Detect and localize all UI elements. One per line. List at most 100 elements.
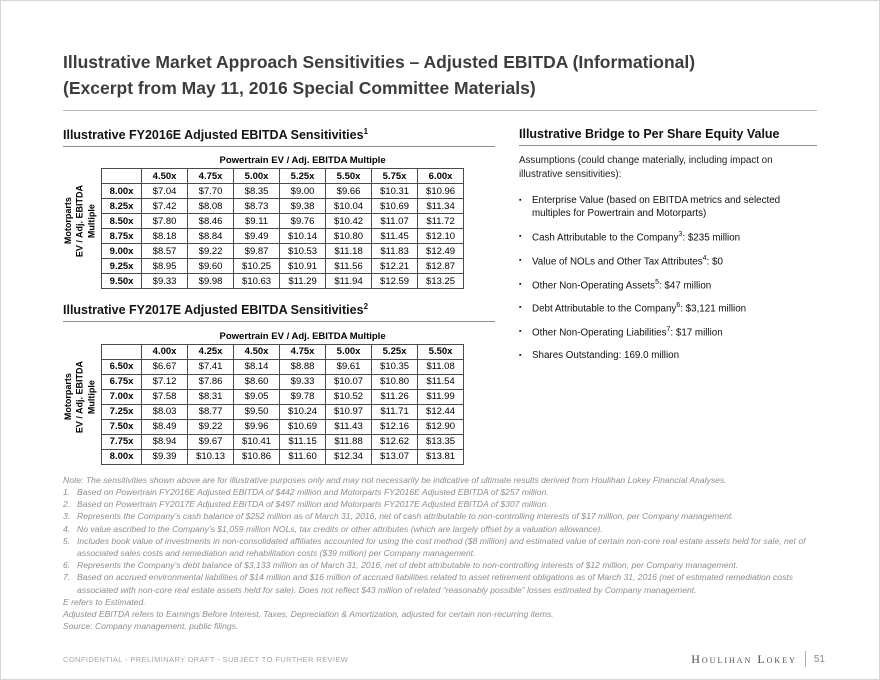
section-title-text: Illustrative FY2017E Adjusted EBITDA Sen… xyxy=(63,303,364,318)
row-header: 7.75x xyxy=(101,433,143,450)
table-row: 6.50x $6.67 $7.41 $8.14 $8.88 $9.61 $10.35 $11.… xyxy=(101,358,465,375)
content-columns: Illustrative FY2016E Adjusted EBITDA Sen… xyxy=(63,127,817,465)
footnote-ref-2: 2 xyxy=(363,302,369,312)
value-cell: $8.18 xyxy=(141,228,189,245)
footnote-text: Represents the Company’s cash balance of… xyxy=(77,511,734,522)
value-cell: $11.72 xyxy=(417,213,465,230)
value-cell: $10.86 xyxy=(233,448,281,465)
value-cell: $11.83 xyxy=(371,243,419,260)
title-divider xyxy=(63,109,817,111)
bullet-text: Value of NOLs and Other Tax Attributes4:… xyxy=(532,254,723,267)
fy2016e-table-wrap: Motorparts EV / Adj. EBITDA Multiple Pow… xyxy=(63,153,495,290)
value-cell: $8.08 xyxy=(187,198,235,215)
footnote-text: Represents the Company’s debt balance of… xyxy=(77,560,738,571)
value-cell: $12.10 xyxy=(417,228,465,245)
footnote: 1. Based on Powertrain FY2016E Adjusted E… xyxy=(63,486,817,498)
table-row: 7.50x $8.49 $9.22 $9.96 $10.69 $11.43 $12.16 $1… xyxy=(101,418,465,435)
value-cell: $7.86 xyxy=(187,373,235,390)
bullet-square-icon: ▪ xyxy=(519,256,522,264)
value-cell: $12.62 xyxy=(371,433,419,450)
bridge-intro: Assumptions (could change materially, in… xyxy=(519,154,773,180)
table-row: 7.25x $8.03 $8.77 $9.50 $10.24 $10.97 $11.71 $1… xyxy=(101,403,465,420)
footnote-text: Source: Company management, public filin… xyxy=(63,621,239,632)
table-row: 8.25x $7.42 $8.08 $8.73 $9.38 $10.04 $10.69 $11… xyxy=(101,198,465,215)
bullet-item: ▪ Debt Attributable to the Company6: $3,1… xyxy=(519,301,817,316)
bullet-square-icon: ▪ xyxy=(519,328,522,336)
column-header: 4.50x xyxy=(141,168,189,185)
value-cell: $10.42 xyxy=(325,213,373,230)
column-header: 6.00x xyxy=(417,168,465,185)
value-cell: $11.34 xyxy=(417,198,465,215)
value-cell: $9.96 xyxy=(233,418,281,435)
row-axis-label-fy2016e: Motorparts EV / Adj. EBITDA Multiple xyxy=(63,185,97,258)
bullet-item: ▪ Other Non-Operating Liabilities7: $17 m… xyxy=(519,325,817,340)
footnote-ref: 3 xyxy=(678,230,683,238)
footnote-text: Note: The sensitivities shown above are … xyxy=(63,474,727,485)
footnote: 2. Based on Powertrain FY2017E Adjusted E… xyxy=(63,498,817,510)
column-header-row: 4.00x 4.25x 4.50x 4.75x 5.00x 5.25x 5.50x xyxy=(101,343,465,360)
bullet-item: ▪ Shares Outstanding: 169.0 million xyxy=(519,349,817,363)
value-cell: $10.25 xyxy=(233,258,281,275)
column-header: 5.25x xyxy=(371,343,419,360)
corner-spacer xyxy=(102,154,142,169)
fy2017e-table-wrap: Motorparts EV / Adj. EBITDA Multiple Pow… xyxy=(63,329,495,465)
value-cell: $8.77 xyxy=(187,403,235,420)
column-axis-label: Powertrain EV / Adj. EBITDA Multiple xyxy=(141,329,464,345)
value-cell: $10.24 xyxy=(279,403,327,420)
value-cell: $9.60 xyxy=(187,258,235,275)
footnote-text: Based on Powertrain FY2017E Adjusted EBI… xyxy=(77,499,549,510)
value-cell: $12.87 xyxy=(417,258,465,275)
section-title-fy2016e: Illustrative FY2016E Adjusted EBITDA Sen… xyxy=(63,127,495,147)
bridge-title: Illustrative Bridge to Per Share Equity … xyxy=(519,127,817,146)
value-cell: $7.12 xyxy=(141,373,189,390)
column-header: 5.25x xyxy=(279,168,327,185)
value-cell: $10.63 xyxy=(233,273,281,290)
column-header: 5.00x xyxy=(233,168,281,185)
footnote: 6. Represents the Company’s debt balance … xyxy=(63,559,817,571)
bridge-column: Illustrative Bridge to Per Share Equity … xyxy=(519,127,817,465)
footnote-ref-1: 1 xyxy=(363,126,369,136)
value-cell: $7.42 xyxy=(141,198,189,215)
footnotes: Note: The sensitivities shown above are … xyxy=(63,474,817,633)
bullet-square-icon: ▪ xyxy=(519,304,522,312)
confidentiality-notice: CONFIDENTIAL - PRELIMINARY DRAFT - SUBJE… xyxy=(63,654,349,664)
footnote-number: 6. xyxy=(63,560,71,571)
footnote-text: Includes book value of investments in no… xyxy=(77,535,806,559)
footnote: Note: The sensitivities shown above are … xyxy=(63,474,817,486)
footer-brand-wrap: Houlihan Lokey 51 xyxy=(691,651,825,667)
column-header: 5.75x xyxy=(371,168,419,185)
value-cell: $9.87 xyxy=(233,243,281,260)
column-header: 5.00x xyxy=(325,343,373,360)
value-cell: $10.04 xyxy=(325,198,373,215)
column-header: 4.75x xyxy=(187,168,235,185)
footnote: 3. Represents the Company’s cash balance … xyxy=(63,510,817,522)
value-cell: $12.49 xyxy=(417,243,465,260)
value-cell: $9.78 xyxy=(279,388,327,405)
value-cell: $11.60 xyxy=(279,448,327,465)
value-cell: $10.13 xyxy=(187,448,235,465)
fy2016e-table-host: Powertrain EV / Adj. EBITDA Multiple 4.50… xyxy=(101,153,465,290)
table-row: 9.25x $8.95 $9.60 $10.25 $10.91 $11.56 $12.21 $… xyxy=(101,258,465,275)
row-header: 9.00x xyxy=(101,243,143,260)
footnote-number: 2. xyxy=(63,499,71,510)
footnote-ref: 4 xyxy=(702,254,707,262)
value-cell: $8.60 xyxy=(233,373,281,390)
sensitivity-table: Powertrain EV / Adj. EBITDA Multiple 4.00… xyxy=(101,329,465,465)
footnote-number: 4. xyxy=(63,523,71,534)
table-row: 8.00x $9.39 $10.13 $10.86 $11.60 $12.34 $13.07… xyxy=(101,448,465,465)
footnote-text: Based on accrued environmental liabiliti… xyxy=(77,572,794,595)
value-cell: $9.61 xyxy=(325,358,373,375)
corner-cell xyxy=(101,168,143,185)
value-cell: $12.90 xyxy=(417,418,465,435)
value-cell: $9.98 xyxy=(187,273,235,290)
value-cell: $6.67 xyxy=(141,358,189,375)
value-cell: $12.44 xyxy=(417,403,465,420)
bullet-text: Shares Outstanding: 169.0 million xyxy=(532,349,680,361)
table-row: 8.75x $8.18 $8.84 $9.49 $10.14 $10.80 $11.45 $1… xyxy=(101,228,465,245)
value-cell: $8.46 xyxy=(187,213,235,230)
value-cell: $8.94 xyxy=(141,433,189,450)
value-cell: $8.35 xyxy=(233,183,281,200)
value-cell: $11.43 xyxy=(325,418,373,435)
value-cell: $11.88 xyxy=(325,433,373,450)
value-cell: $8.57 xyxy=(141,243,189,260)
